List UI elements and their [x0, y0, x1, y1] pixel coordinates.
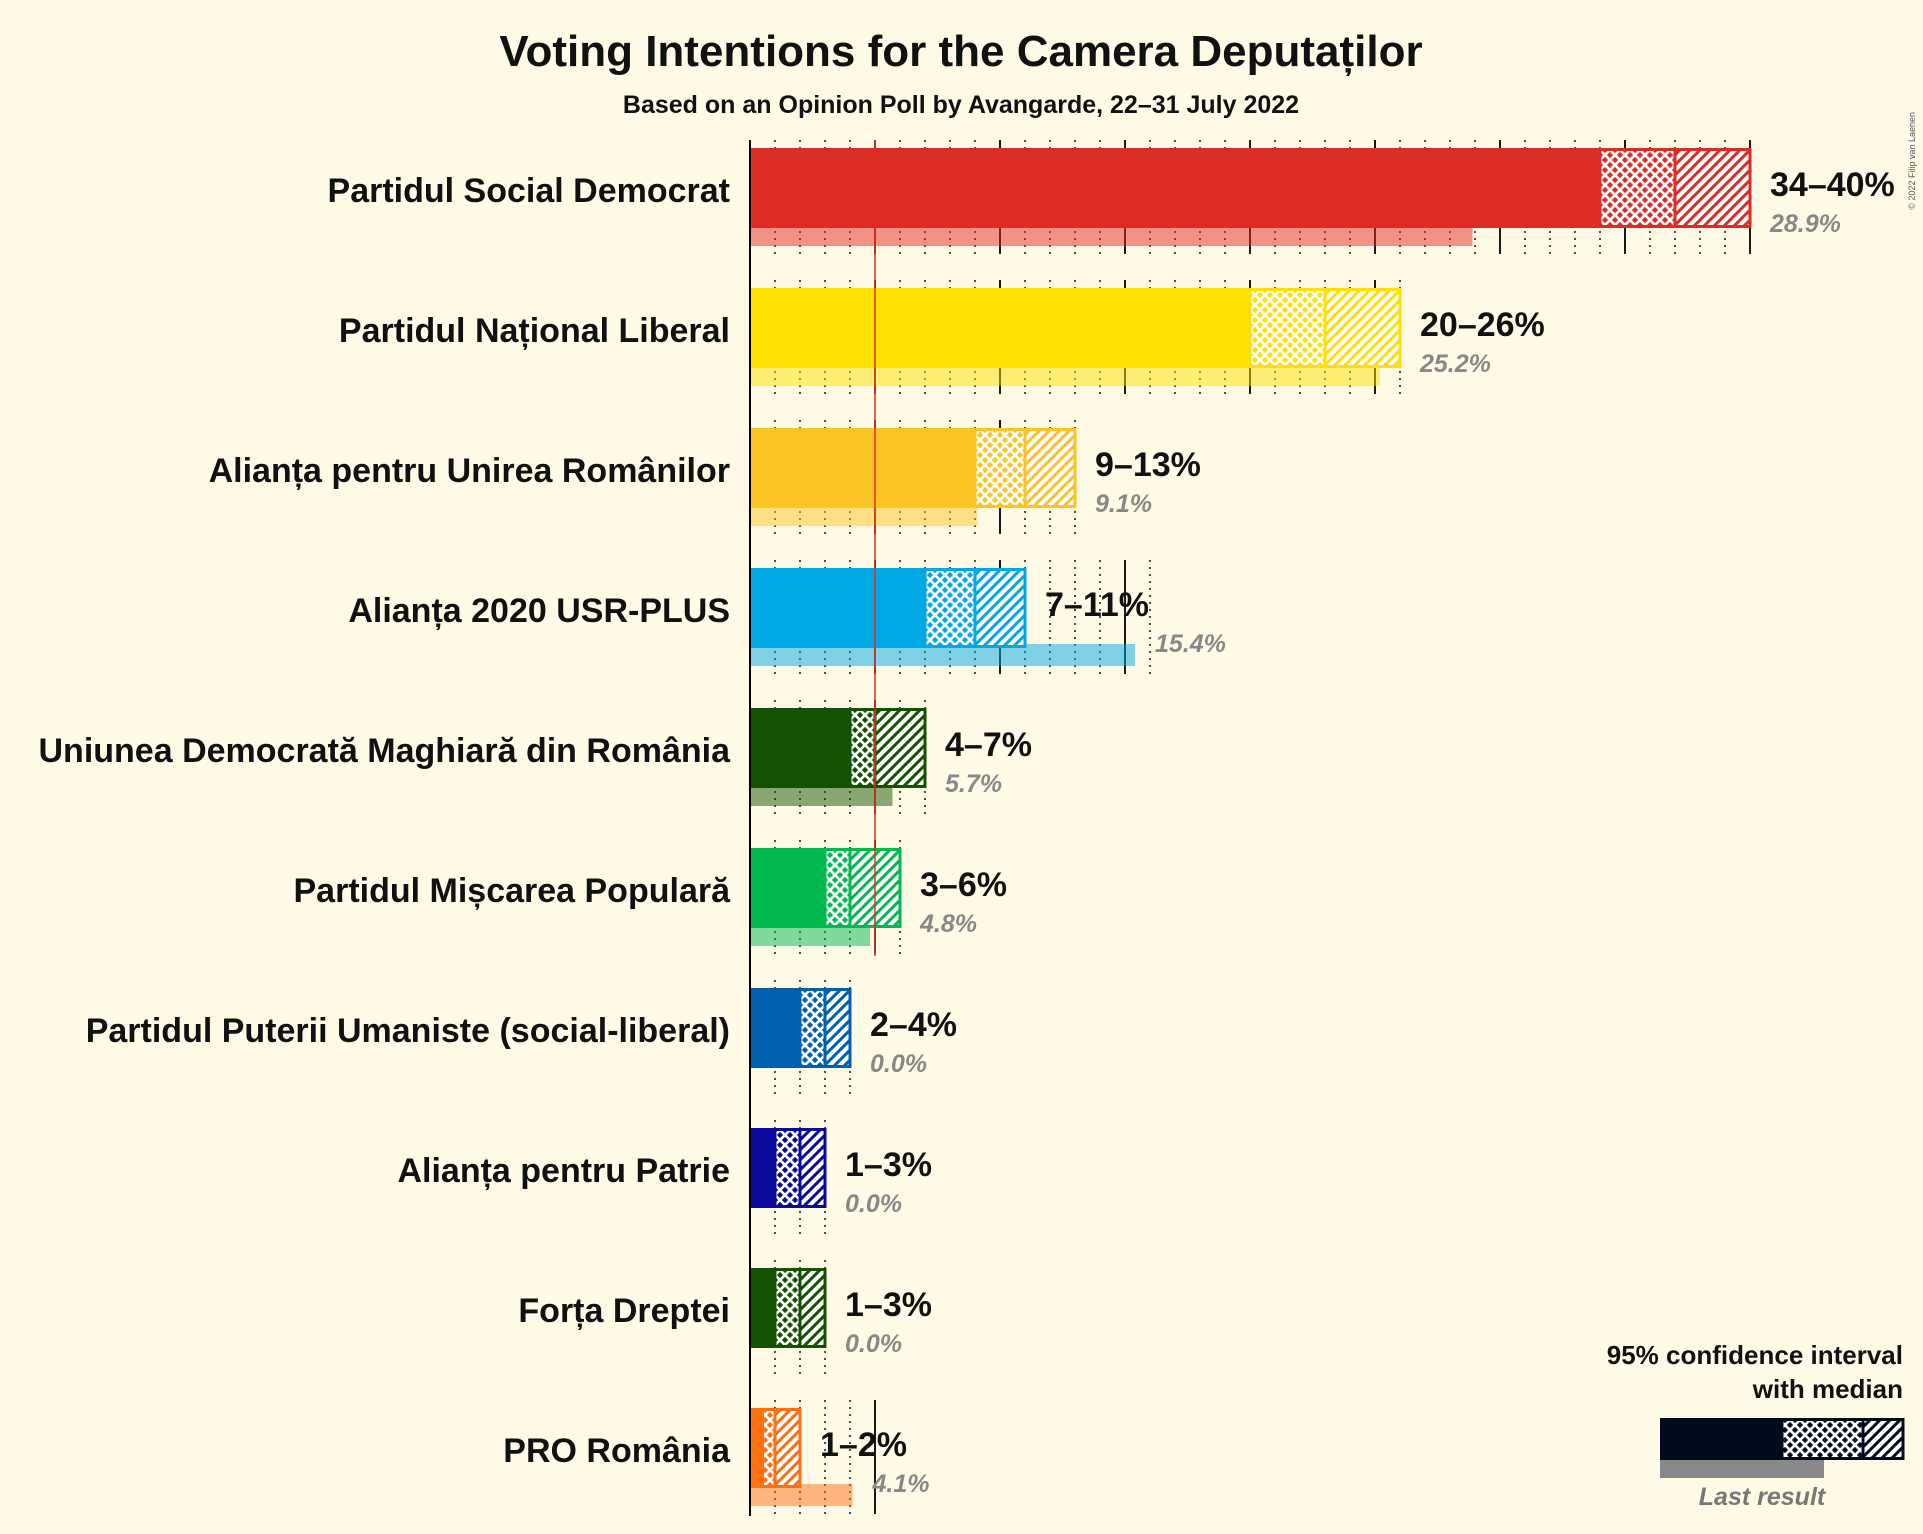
bar-ci-lower — [800, 988, 825, 1068]
bar-ci-upper — [1675, 148, 1750, 228]
last-result-label: 4.1% — [872, 1470, 930, 1498]
party-label: Alianța 2020 USR-PLUS — [348, 592, 730, 630]
bar-ci-lower — [975, 428, 1025, 508]
bar-solid — [750, 428, 975, 508]
legend-outline — [1780, 1418, 1905, 1460]
last-result-label: 0.0% — [845, 1330, 902, 1358]
copyright: © 2022 Filip van Laenen — [1907, 112, 1917, 210]
chart-subtitle: Based on an Opinion Poll by Avangarde, 2… — [623, 91, 1299, 119]
legend-line2: with median — [1752, 1374, 1903, 1404]
last-result-bar — [750, 1484, 853, 1506]
bar-solid — [750, 1268, 775, 1348]
range-label: 34–40% — [1770, 166, 1895, 204]
range-label: 1–3% — [845, 1146, 932, 1184]
party-label: PRO România — [503, 1432, 731, 1470]
last-result-bar — [750, 364, 1380, 386]
party-label: Alianța pentru Patrie — [397, 1152, 730, 1190]
last-result-label: 25.2% — [1419, 350, 1491, 378]
bar-ci-upper — [1325, 288, 1400, 368]
bar-ci-lower — [775, 1128, 800, 1208]
last-result-label: 0.0% — [870, 1050, 927, 1078]
bar-ci-upper — [1025, 428, 1075, 508]
last-result-label: 9.1% — [1095, 490, 1152, 518]
bar-ci-upper — [875, 708, 925, 788]
range-label: 3–6% — [920, 866, 1007, 904]
last-result-bar — [750, 784, 893, 806]
bar-ci-upper — [775, 1408, 800, 1488]
bar-solid — [750, 708, 850, 788]
range-label: 7–11% — [1045, 586, 1149, 624]
last-result-label: 4.8% — [919, 910, 977, 938]
bar-ci-lower — [925, 568, 975, 648]
legend-line1: 95% confidence interval — [1607, 1340, 1903, 1370]
legend: 95% confidence interval with median Last… — [1607, 1340, 1905, 1511]
bar-ci-lower — [1600, 148, 1675, 228]
last-result-bar — [750, 644, 1135, 666]
party-label: Uniunea Democrată Maghiară din România — [39, 732, 732, 770]
last-result-label: 15.4% — [1155, 630, 1226, 658]
legend-last-bar — [1660, 1460, 1824, 1478]
bar-ci-upper — [800, 1128, 825, 1208]
range-label: 20–26% — [1420, 306, 1545, 344]
legend-swatch — [1660, 1418, 1905, 1478]
last-result-label: 0.0% — [845, 1190, 902, 1218]
last-result-label: 5.7% — [945, 770, 1002, 798]
legend-hatch — [1863, 1418, 1903, 1460]
legend-cross — [1782, 1418, 1863, 1460]
bar-solid — [750, 288, 1250, 368]
party-label: Partidul Puterii Umaniste (social-libera… — [86, 1012, 730, 1050]
bar-ci-upper — [825, 988, 850, 1068]
bar-ci-outline — [823, 848, 902, 928]
bar-ci-lower — [825, 848, 850, 928]
last-result-bar — [750, 924, 870, 946]
bars-group: Partidul Social Democrat 34–40% 28.9% Parti… — [39, 140, 1895, 1516]
last-result-bar — [750, 504, 978, 526]
party-label: Partidul Național Liberal — [339, 312, 730, 350]
bar-ci-outline — [848, 708, 927, 788]
bar-ci-lower — [762, 1408, 775, 1488]
range-label: 4–7% — [945, 726, 1032, 764]
last-result-bar — [750, 224, 1473, 246]
bar-solid — [750, 148, 1600, 228]
range-label: 2–4% — [870, 1006, 957, 1044]
chart-title: Voting Intentions for the Camera Deputaț… — [499, 27, 1422, 76]
party-label: Partidul Social Democrat — [328, 172, 730, 210]
range-label: 9–13% — [1095, 446, 1201, 484]
legend-last-result: Last result — [1699, 1483, 1827, 1511]
bar-ci-upper — [975, 568, 1025, 648]
range-label: 1–3% — [845, 1286, 932, 1324]
range-label: 1–2% — [820, 1426, 907, 1464]
bar-solid — [750, 1408, 763, 1488]
bar-ci-lower — [1250, 288, 1325, 368]
bar-solid — [750, 988, 800, 1068]
bar-ci-lower — [775, 1268, 800, 1348]
legend-solid — [1660, 1418, 1782, 1460]
party-label: Partidul Mișcarea Populară — [294, 872, 732, 910]
last-result-label: 28.9% — [1769, 210, 1841, 238]
bar-ci-lower — [850, 708, 875, 788]
bar-solid — [750, 1128, 775, 1208]
party-label: Forța Dreptei — [518, 1292, 730, 1330]
bar-solid — [750, 568, 925, 648]
bar-solid — [750, 848, 825, 928]
bar-ci-upper — [800, 1268, 825, 1348]
bar-ci-outline — [761, 1408, 802, 1488]
party-label: Alianța pentru Unirea Românilor — [209, 452, 730, 490]
